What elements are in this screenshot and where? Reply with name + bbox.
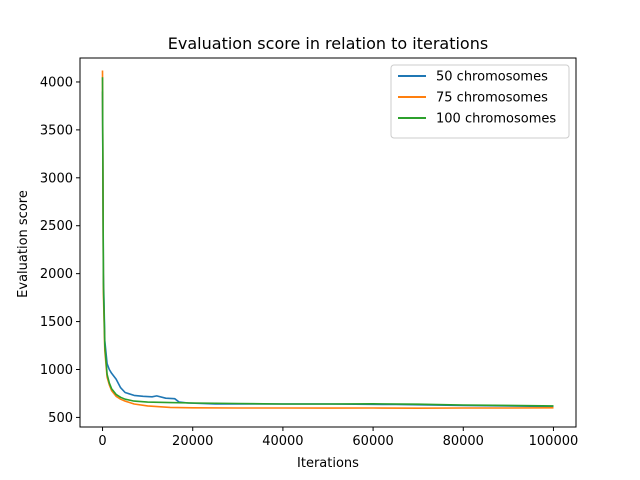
series-line-3 <box>101 77 554 407</box>
x-tick-label: 40000 <box>262 434 303 449</box>
series-layer <box>101 70 554 409</box>
axes-layer: 0 20000 40000 60000 80000 100000 500 1000 1500 20… <box>40 57 579 449</box>
y-tick-label: 2000 <box>40 267 73 282</box>
x-tick-label: 60000 <box>352 434 393 449</box>
y-tick-label: 3500 <box>40 123 73 138</box>
y-tick-label: 500 <box>48 411 73 426</box>
chart-title: Evaluation score in relation to iteratio… <box>168 34 488 53</box>
legend: 50 chromosomes 75 chromosomes 100 chromoso… <box>390 64 570 139</box>
y-tick-label: 1500 <box>40 315 73 330</box>
legend-label-3: 100 chromosomes <box>436 112 556 127</box>
y-tick-label: 4000 <box>40 75 73 90</box>
y-tick-label: 2500 <box>40 219 73 234</box>
y-tick-label: 3000 <box>40 171 73 186</box>
x-tick-label: 0 <box>98 434 106 449</box>
x-axis-title: Iterations <box>297 456 359 471</box>
x-tick-label: 80000 <box>443 434 484 449</box>
y-axis-title: Evaluation score <box>16 190 31 298</box>
x-tick-label: 20000 <box>172 434 213 449</box>
legend-label-1: 50 chromosomes <box>436 70 548 85</box>
x-tick-label: 100000 <box>529 434 579 449</box>
axes-frame <box>79 57 577 428</box>
y-tick-label: 1000 <box>40 363 73 378</box>
legend-label-2: 75 chromosomes <box>436 91 548 106</box>
legend-box <box>390 64 570 139</box>
